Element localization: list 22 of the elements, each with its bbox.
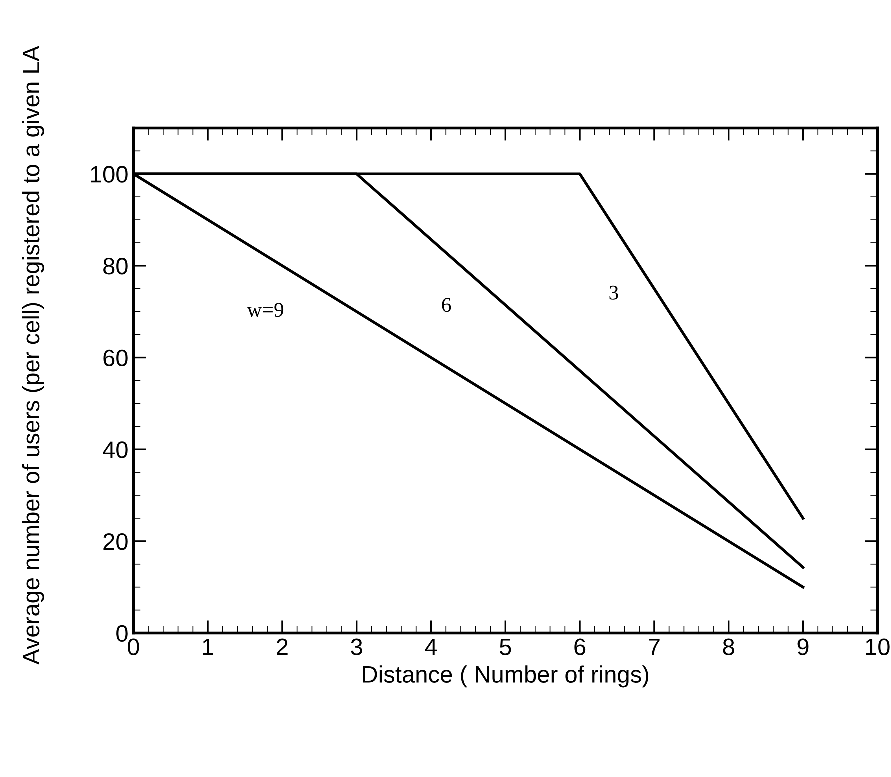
x-tick-label: 4 [425,638,438,656]
y-tick-label: 80 [104,258,128,275]
series-label: 6 [442,298,452,312]
x-tick-label: 10 [866,638,890,656]
x-tick-label: 1 [203,638,214,656]
x-tick-label: 8 [723,638,734,656]
y-tick-label: 20 [104,533,128,550]
series-label: w=9 [247,303,284,318]
series-label: 3 [610,286,618,300]
x-axis-title: Distance ( Number of rings) [363,666,649,688]
x-tick-label: 7 [649,638,660,656]
y-tick-label: 40 [103,442,128,458]
y-tick-label: 0 [116,625,128,642]
x-tick-label: 2 [277,638,288,656]
y-tick-label: 60 [104,350,128,367]
x-tick-label: 6 [574,638,586,656]
x-tick-label: 3 [351,638,362,656]
y-axis-title: Average number of users (per cell) registered to a given LA [22,46,44,665]
x-tick-label: 5 [500,638,512,656]
x-tick-label: 0 [128,638,140,656]
y-tick-label: 100 [91,166,128,183]
x-tick-label: 9 [798,638,809,656]
